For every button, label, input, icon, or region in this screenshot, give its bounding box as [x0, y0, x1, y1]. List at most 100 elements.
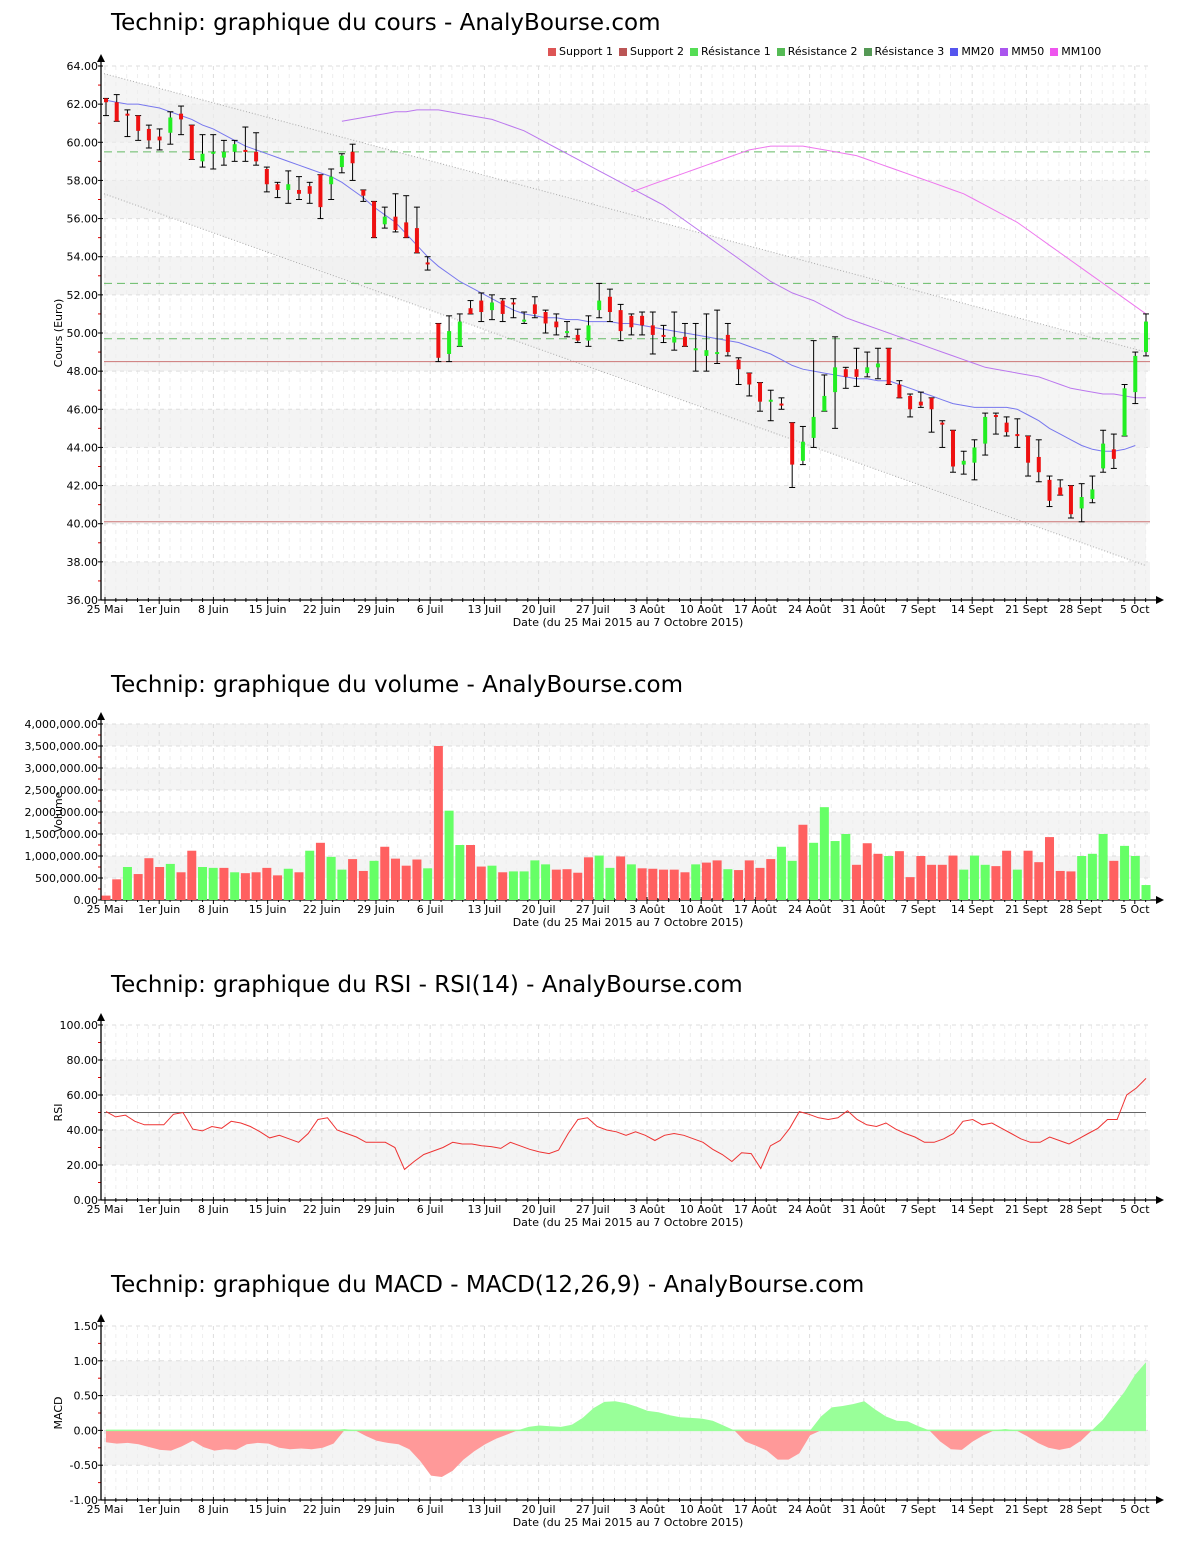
x-tick-label: 7 Sept: [900, 1503, 936, 1516]
volume-bar: [358, 870, 368, 900]
volume-bar: [776, 846, 786, 900]
x-axis-title: Date (du 25 Mai 2015 au 7 Octobre 2015): [513, 916, 744, 929]
x-tick-label: 31 Août: [842, 1503, 886, 1516]
volume-bar: [208, 867, 218, 900]
candle-body: [1122, 388, 1127, 436]
candlestick: [220, 139, 227, 166]
candlestick: [1067, 485, 1074, 519]
y-tick-label: 62.00: [67, 98, 99, 111]
volume-bar: [476, 866, 486, 900]
x-tick-label: 24 Août: [788, 1503, 832, 1516]
candlestick: [1100, 429, 1107, 473]
candle-body: [1101, 443, 1106, 469]
volume-bar: [894, 851, 904, 900]
y-tick-label: -1.00: [70, 1494, 98, 1507]
macd-negative-area: [106, 1430, 1146, 1477]
candle-body: [618, 310, 623, 332]
candle-body: [597, 300, 602, 311]
volume-bar: [466, 845, 476, 900]
x-tick-label: 20 Juil: [522, 1503, 556, 1516]
candle-body: [296, 189, 301, 194]
x-tick-label: 28 Sept: [1059, 903, 1102, 916]
candle-body: [650, 325, 655, 335]
volume-bar: [197, 867, 207, 900]
y-tick-label: 1.00: [74, 1355, 99, 1368]
candlestick: [124, 109, 131, 138]
x-tick-label: 1er Juin: [138, 1503, 180, 1516]
candlestick: [1078, 483, 1085, 523]
candlestick: [178, 105, 185, 136]
volume-bar: [283, 868, 293, 900]
candle-body: [1090, 489, 1095, 499]
volume-bar: [1077, 856, 1087, 900]
candle-body: [1144, 321, 1148, 353]
volume-bar: [712, 860, 722, 900]
legend-item: MM50: [1000, 45, 1044, 58]
x-tick-label: 10 Août: [680, 1503, 724, 1516]
volume-bar: [723, 869, 733, 900]
y-tick-label: 38.00: [67, 556, 99, 569]
volume-bar: [423, 868, 433, 900]
x-tick-label: 31 Août: [842, 603, 886, 616]
candlestick: [896, 380, 903, 399]
candle-body: [908, 395, 913, 410]
legend-label: Résistance 3: [874, 45, 945, 58]
x-tick-label: 29 Juin: [357, 1203, 395, 1216]
volume-bar: [541, 864, 551, 900]
candle-body: [447, 331, 452, 354]
volume-bar: [734, 870, 744, 900]
candlestick: [253, 132, 260, 166]
legend-item: Résistance 2: [776, 45, 858, 58]
candle-body: [951, 430, 956, 467]
candle-body: [747, 373, 752, 385]
volume-bar: [133, 874, 143, 900]
volume-bar: [262, 867, 272, 900]
candlestick: [467, 300, 474, 315]
legend-item: Support 2: [618, 45, 684, 58]
candle-body: [114, 102, 119, 122]
volume-bar: [508, 871, 518, 900]
candle-body: [286, 184, 291, 190]
volume-bar: [905, 877, 915, 900]
candle-body: [243, 149, 248, 152]
candlestick: [349, 143, 356, 181]
x-tick-label: 7 Sept: [900, 603, 936, 616]
x-tick-label: 5 Oct: [1120, 1503, 1150, 1516]
y-tick-label: 3,000,000.00: [25, 762, 98, 775]
candlestick: [510, 298, 517, 319]
candlestick: [907, 393, 914, 418]
legend-label: MM50: [1011, 45, 1045, 58]
candlestick: [960, 450, 967, 475]
volume-bar: [487, 865, 497, 900]
y-tick-label: 500,000.00: [35, 872, 98, 885]
legend-item: Résistance 1: [689, 45, 771, 58]
y-axis-title: RSI: [52, 1104, 65, 1122]
candlestick: [799, 425, 806, 466]
candle-body: [372, 201, 377, 238]
candle-body: [1004, 422, 1009, 433]
x-tick-label: 10 Août: [680, 603, 724, 616]
candle-body: [993, 415, 998, 418]
volume-bar: [144, 858, 154, 900]
volume-bar: [659, 869, 669, 900]
candlestick: [413, 206, 420, 254]
candle-body: [725, 334, 730, 353]
candle-body: [833, 367, 838, 393]
volume-bar: [744, 860, 754, 900]
y-tick-label: 44.00: [67, 441, 99, 454]
y-tick-label: 60.00: [67, 1089, 99, 1102]
candle-body: [329, 176, 334, 185]
y-tick-label: 42.00: [67, 480, 99, 493]
y-tick-label: 20.00: [67, 1159, 99, 1172]
x-tick-label: 21 Sept: [1005, 603, 1048, 616]
candle-body: [318, 174, 323, 208]
x-axis-arrow-icon: [1156, 1496, 1164, 1504]
candlestick: [188, 124, 195, 160]
volume-bar: [852, 864, 862, 900]
candle-body: [361, 189, 366, 196]
candlestick: [982, 412, 989, 456]
candlestick: [778, 397, 785, 410]
candle-body: [275, 184, 280, 190]
x-tick-label: 31 Août: [842, 1203, 886, 1216]
x-tick-label: 6 Juil: [417, 903, 444, 916]
